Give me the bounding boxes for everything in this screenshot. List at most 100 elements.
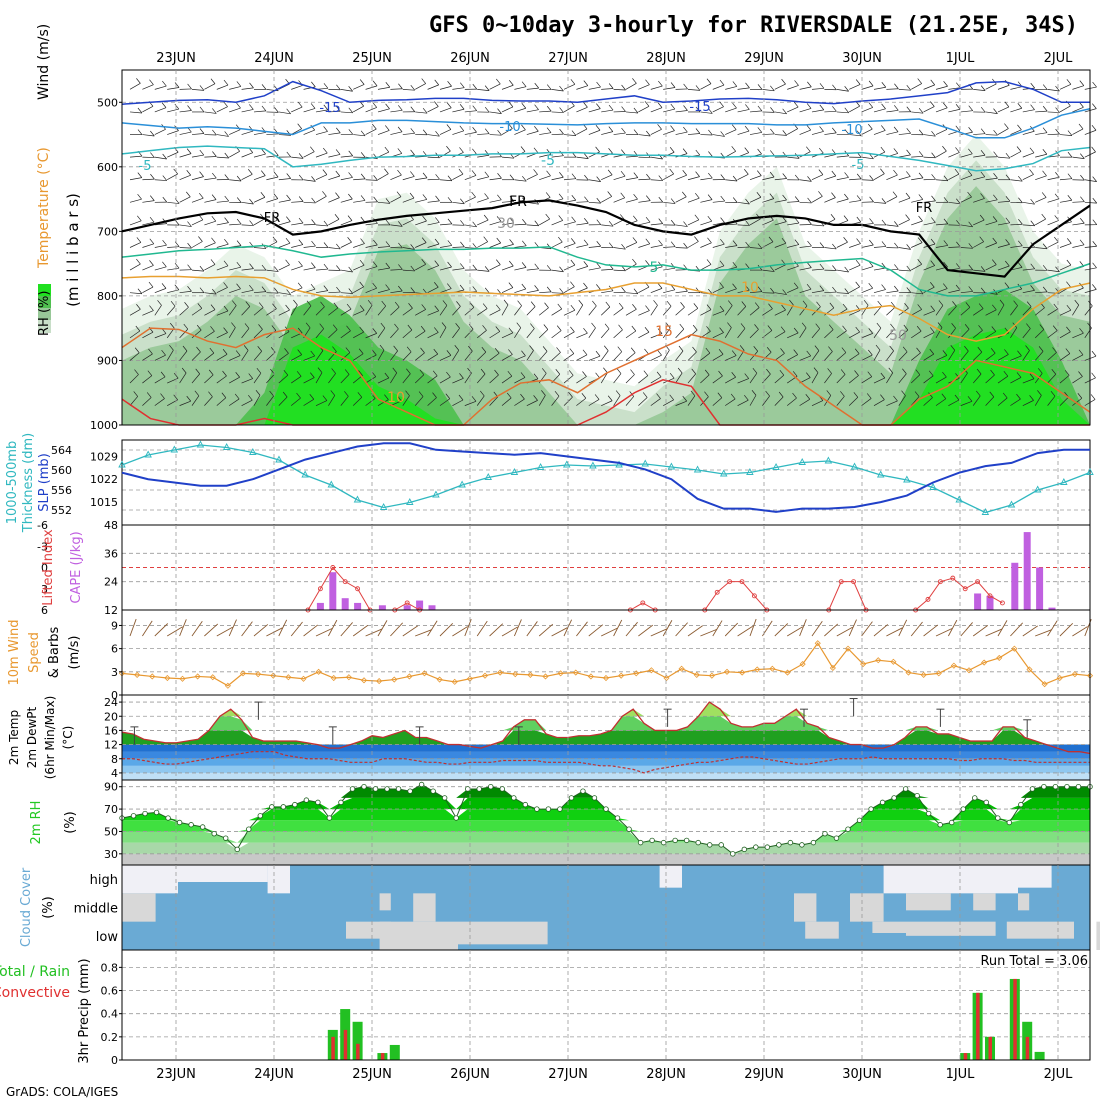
wind-barb (1023, 174, 1034, 179)
wind-barb-flag (385, 147, 389, 152)
rh2m-marker (500, 787, 505, 792)
wind-barb-flag (622, 85, 626, 90)
wind-barb (564, 179, 576, 180)
wind-barb (353, 179, 365, 180)
wind-barb (204, 84, 215, 90)
cloud-low-fill (1096, 922, 1100, 950)
wind-barb-flag (708, 216, 712, 221)
wind-barb (651, 288, 662, 292)
wind-barb (440, 86, 452, 89)
wind-barb (440, 180, 452, 181)
wind10m-barb (192, 621, 202, 636)
wind-barb-flag (558, 237, 562, 242)
wind-barb (1072, 129, 1083, 135)
wind-barb (130, 178, 142, 180)
wind-barb (552, 89, 564, 91)
temp-warm-band (122, 716, 1090, 730)
wind-barb-flag (907, 107, 911, 112)
rh2m-marker (857, 818, 862, 823)
wind-barb (403, 89, 415, 90)
wind-barb (787, 85, 798, 89)
rh2m-marker (604, 807, 609, 812)
wind-barb-flag (175, 285, 179, 290)
wind-barb-flag (733, 176, 737, 181)
wind-barb (998, 129, 1008, 135)
contour-label: 30 (497, 216, 515, 232)
wind-barb (514, 224, 526, 225)
wind-barb (440, 108, 451, 112)
wind-barb (576, 223, 588, 225)
wind-barb-flag (831, 214, 835, 219)
wind-barb (242, 131, 253, 135)
wind-barb-flag (162, 262, 166, 267)
rh2m-marker (926, 811, 931, 816)
wind-barb (936, 86, 948, 89)
wind-barb-flag (323, 170, 327, 175)
wind10m-barb (552, 628, 568, 636)
wind-barb (812, 131, 824, 134)
wind-barb (713, 201, 725, 202)
wind-barb-flag (893, 170, 897, 175)
rh2m-marker (719, 843, 724, 848)
wind10m-barb (899, 620, 907, 636)
wind-barb-flag (411, 150, 415, 155)
wind-barb-flag (894, 105, 898, 110)
wind-barb (924, 135, 936, 137)
wind-barb (576, 129, 587, 135)
rh2m-marker (961, 807, 966, 812)
wind-barb (279, 200, 291, 202)
wind-barb (688, 220, 699, 225)
wind-barb-flag (473, 106, 477, 111)
wind-barb-flag (1056, 108, 1060, 113)
wind-barb (1010, 180, 1022, 181)
wind-barb-flag (681, 302, 685, 307)
wind-barb-flag (820, 126, 824, 131)
cloud-middle-fill (1018, 893, 1029, 910)
wind-barb (390, 132, 402, 135)
wind-barb (998, 107, 1009, 112)
wind-barb-flag (680, 324, 684, 329)
wind-barb (626, 293, 638, 294)
wind-barb-flag (411, 128, 415, 133)
wind-barb-flag (832, 128, 836, 133)
wind-barb (886, 175, 897, 180)
wind-barb-flag (670, 169, 674, 174)
wind-barb-flag (832, 171, 836, 176)
wind-barb-flag (919, 151, 923, 156)
slp-tick-right: 1015 (90, 496, 118, 509)
precip-total-bar (390, 1045, 400, 1060)
wind-barb-flag (522, 241, 526, 246)
temp-cold-band (122, 752, 1090, 759)
wind-barb-flag (349, 108, 353, 113)
wind-barb (502, 266, 513, 270)
wind-barb-flag (782, 79, 786, 84)
wind-barb (229, 224, 241, 225)
wind10m-ylabel: & Barbs (47, 627, 62, 679)
wind-barb-flag (596, 351, 600, 356)
wind-barb (676, 225, 688, 227)
wind-barb-flag (869, 102, 873, 107)
wind-barb-flag (654, 300, 658, 305)
wind-barb-flag (981, 129, 985, 134)
temp2m-ylabel: 2m Temp (7, 710, 21, 765)
wind-barb (1085, 87, 1097, 89)
wind-barb (552, 220, 563, 224)
wind-barb (725, 86, 737, 89)
wind-barb-flag (807, 125, 811, 130)
wind-barb (1035, 111, 1047, 112)
wind-barb (862, 129, 873, 134)
wind-barb (688, 133, 700, 134)
wind-barb-flag (1042, 192, 1046, 197)
wind-barb (899, 89, 911, 90)
cloud-ylabel: (%) (41, 896, 56, 919)
wind-barb-flag (349, 172, 353, 177)
wind-barb (440, 151, 450, 157)
wind-barb-flag (485, 107, 489, 112)
wind-barb (676, 110, 688, 111)
wind-barb (291, 245, 303, 248)
wind-barb-flag (870, 218, 874, 223)
wind-barb-flag (485, 172, 489, 177)
wind-barb (428, 135, 440, 137)
wind-barb-flag (1055, 194, 1059, 199)
wind-barb (676, 291, 688, 292)
